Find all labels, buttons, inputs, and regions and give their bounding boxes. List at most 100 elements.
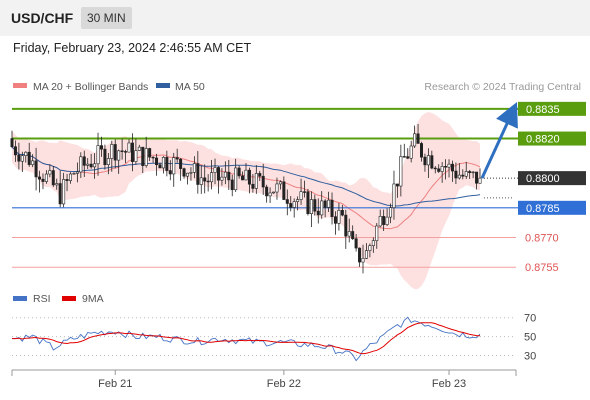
candle-body <box>292 201 296 208</box>
candle-body <box>65 179 69 181</box>
last-price-label: 0.8800 <box>526 173 560 185</box>
candle <box>320 191 324 219</box>
candle-body <box>426 155 430 166</box>
candle <box>457 163 461 180</box>
candle <box>227 159 231 190</box>
candle <box>475 171 479 190</box>
candle-body <box>192 163 196 173</box>
candle-body <box>392 183 396 208</box>
candle-body <box>327 199 331 208</box>
candle <box>65 173 69 192</box>
pivot-label-box-pivot <box>518 200 586 215</box>
candle <box>134 138 138 165</box>
candle <box>254 165 258 194</box>
candle-body <box>165 157 169 171</box>
candle <box>333 211 337 235</box>
candle <box>179 158 183 181</box>
candle <box>316 198 320 224</box>
candle <box>265 184 269 203</box>
x-axis-tick-label: Feb 22 <box>267 378 301 390</box>
candle-body <box>31 160 35 165</box>
candle-body <box>179 158 183 169</box>
candle-body <box>230 179 234 191</box>
candle-body <box>38 176 42 180</box>
candle <box>117 149 121 174</box>
candle <box>165 150 169 177</box>
candle-body <box>378 216 382 227</box>
candle-body <box>96 145 100 165</box>
candle-body <box>457 174 461 179</box>
candle <box>392 170 396 220</box>
candle-body <box>285 199 289 204</box>
candle <box>103 144 107 170</box>
resistance-label-r1: 0.8820 <box>526 134 560 146</box>
candle-body <box>278 181 282 185</box>
candle <box>120 138 124 160</box>
candle-body <box>151 156 155 159</box>
candle-body <box>395 183 399 187</box>
candle <box>364 243 368 260</box>
candle-body <box>93 163 97 168</box>
candle-body <box>189 172 193 174</box>
candle <box>313 194 317 216</box>
candle-body <box>330 199 334 217</box>
rsi-line <box>12 316 481 362</box>
candle <box>203 164 207 194</box>
candle-body <box>223 171 227 178</box>
candle-body <box>251 183 255 189</box>
candle-body <box>210 172 214 183</box>
candle-body <box>289 203 293 208</box>
candle-body <box>34 160 38 178</box>
candle-body <box>296 199 300 202</box>
candle-body <box>302 191 306 193</box>
candle-body <box>130 142 134 162</box>
candle <box>358 247 362 267</box>
candle-body <box>475 171 479 184</box>
candle-body <box>48 170 52 175</box>
candle-body <box>265 186 269 197</box>
symbol-title: USD/CHF <box>11 10 74 26</box>
candle <box>289 196 293 212</box>
candle <box>368 243 372 258</box>
candle <box>72 172 76 175</box>
candle <box>399 144 403 197</box>
candle-body <box>272 191 276 194</box>
candle <box>402 143 406 158</box>
candle <box>309 191 313 228</box>
candle <box>258 170 262 181</box>
price-levels: 0.8835 0.8820 0.8800 0.8785 0.8770 0.8755 <box>12 101 586 274</box>
timeframe-badge[interactable]: 30 MIN <box>81 7 132 29</box>
candle <box>110 140 114 172</box>
candle <box>261 163 265 195</box>
candle-body <box>220 176 224 181</box>
candle <box>385 208 389 227</box>
candle <box>144 136 148 168</box>
candle-body <box>461 174 465 177</box>
candle-body <box>237 167 241 177</box>
candle-body <box>406 156 410 159</box>
candle-body <box>437 168 441 172</box>
candle-body <box>464 171 468 177</box>
candle-body <box>227 171 231 181</box>
candle-body <box>423 156 427 166</box>
candle-body <box>371 240 375 246</box>
candle <box>395 183 399 198</box>
candle-body <box>282 181 286 200</box>
candle-body <box>141 146 145 166</box>
candle <box>192 156 196 179</box>
candle-body <box>444 166 448 168</box>
candle-body <box>275 183 279 193</box>
candle-body <box>344 214 348 237</box>
candle-body <box>27 151 31 165</box>
candle-body <box>333 216 337 224</box>
candle-body <box>127 142 131 153</box>
ma50-legend-label: MA 50 <box>175 81 205 93</box>
candle <box>247 167 251 194</box>
candle <box>450 160 454 182</box>
candle <box>55 178 59 190</box>
candle-body <box>244 169 248 181</box>
candle-body <box>168 170 172 175</box>
candle <box>51 165 55 188</box>
candle-body <box>172 157 176 175</box>
candle <box>27 142 31 167</box>
